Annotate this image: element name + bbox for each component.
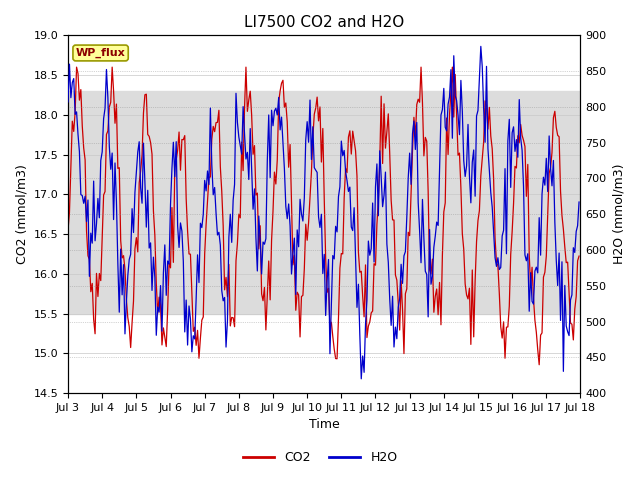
Y-axis label: CO2 (mmol/m3): CO2 (mmol/m3) [15, 164, 28, 264]
Text: WP_flux: WP_flux [76, 48, 125, 58]
Title: LI7500 CO2 and H2O: LI7500 CO2 and H2O [244, 15, 404, 30]
Bar [68, 91, 580, 313]
X-axis label: Time: Time [309, 419, 340, 432]
Legend: CO2, H2O: CO2, H2O [237, 446, 403, 469]
Y-axis label: H2O (mmol/m3): H2O (mmol/m3) [612, 164, 625, 264]
